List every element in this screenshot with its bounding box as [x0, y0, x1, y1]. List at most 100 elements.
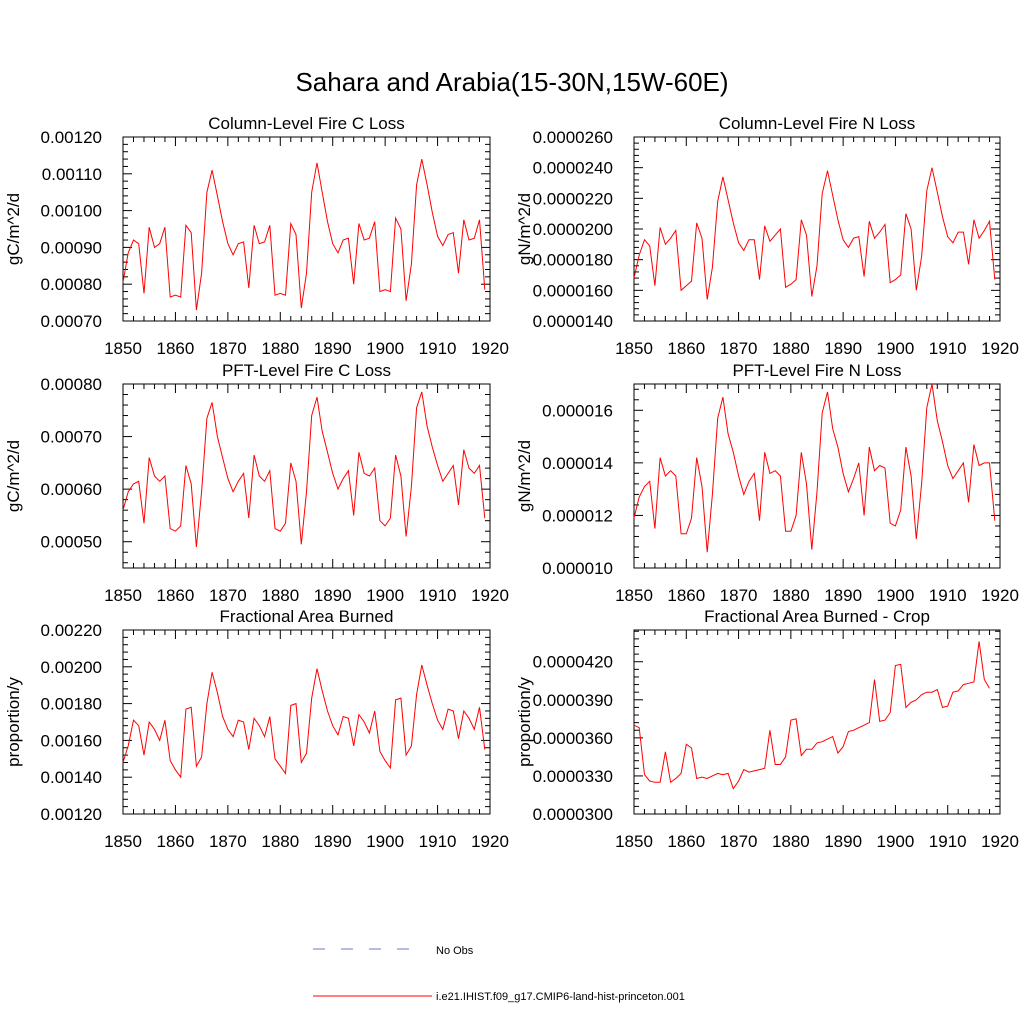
- legend-obs-label: No Obs: [436, 945, 474, 957]
- x-tick-label: 1860: [157, 586, 195, 605]
- y-tick-label: 0.0000330: [533, 767, 613, 786]
- x-tick-label: 1880: [772, 832, 810, 851]
- x-tick-label: 1900: [877, 832, 915, 851]
- x-tick-label: 1910: [419, 339, 457, 358]
- series-line: [633, 167, 996, 300]
- y-tick-label: 0.0000300: [533, 805, 613, 824]
- y-tick-label: 0.00110: [42, 165, 102, 184]
- y-tick-label: 0.0000420: [533, 653, 613, 672]
- x-tick-label: 1920: [471, 832, 509, 851]
- x-tick-label: 1890: [824, 339, 862, 358]
- x-tick-label: 1890: [314, 586, 352, 605]
- x-tick-label: 1850: [104, 586, 142, 605]
- panel-title: Fractional Area Burned - Crop: [704, 607, 930, 626]
- x-tick-label: 1850: [615, 339, 653, 358]
- x-tick-label: 1870: [209, 832, 247, 851]
- x-tick-label: 1920: [471, 586, 509, 605]
- panel-title: Column-Level Fire C Loss: [208, 114, 405, 133]
- panel-6: Fractional Area Burned - Crop proportion/…: [515, 607, 1019, 851]
- x-tick-label: 1860: [667, 832, 705, 851]
- x-tick-label: 1910: [929, 832, 967, 851]
- x-tick-label: 1910: [929, 586, 967, 605]
- plot-frame: [122, 629, 491, 815]
- y-tick-label: 0.00070: [41, 428, 102, 447]
- x-tick-label: 1900: [366, 339, 404, 358]
- y-tick-label: 0.00080: [41, 375, 102, 394]
- series-line: [122, 664, 486, 779]
- series-line: [633, 641, 990, 790]
- plot-frame: [633, 629, 1001, 815]
- panel-title: PFT-Level Fire C Loss: [222, 361, 391, 380]
- y-tick-label: 0.00090: [41, 238, 102, 257]
- y-tick-label: 0.00220: [41, 621, 102, 640]
- legend-model-label: i.e21.IHIST.f09_g17.CMIP6-land-hist-prin…: [436, 991, 685, 1003]
- x-tick-label: 1850: [615, 832, 653, 851]
- x-tick-label: 1890: [824, 586, 862, 605]
- x-tick-label: 1910: [929, 339, 967, 358]
- x-tick-label: 1920: [471, 339, 509, 358]
- x-tick-label: 1910: [419, 586, 457, 605]
- y-tick-label: 0.0000200: [533, 220, 613, 239]
- panel-3: PFT-Level Fire C Loss gC/m^2/d 1850 1860 187…: [4, 361, 509, 605]
- panel-2: Column-Level Fire N Loss gN/m^2/d 1850 1860…: [515, 114, 1019, 358]
- y-tick-label: 0.0000180: [533, 251, 613, 270]
- x-tick-label: 1880: [261, 339, 299, 358]
- y-tick-label: 0.00100: [41, 202, 102, 221]
- y-tick-label: 0.000010: [542, 559, 613, 578]
- x-tick-label: 1900: [877, 339, 915, 358]
- x-tick-label: 1910: [419, 832, 457, 851]
- y-tick-label: 0.000012: [542, 506, 613, 525]
- panel-title: Column-Level Fire N Loss: [719, 114, 916, 133]
- x-tick-label: 1900: [366, 586, 404, 605]
- y-tick-label: 0.0000160: [533, 281, 613, 300]
- x-tick-label: 1880: [261, 832, 299, 851]
- y-tick-label: 0.00120: [41, 805, 102, 824]
- plot-frame: [122, 383, 491, 569]
- x-tick-label: 1880: [772, 339, 810, 358]
- panels: Column-Level Fire C Loss gC/m^2/d 1850 1860…: [4, 114, 1019, 851]
- y-axis-label: proportion/y: [4, 677, 23, 767]
- y-axis-label: gN/m^2/d: [515, 193, 534, 265]
- plot-frame: [633, 136, 1001, 322]
- x-tick-label: 1880: [772, 586, 810, 605]
- panel-title: PFT-Level Fire N Loss: [732, 361, 901, 380]
- x-tick-label: 1900: [877, 586, 915, 605]
- y-tick-label: 0.00080: [41, 275, 102, 294]
- y-tick-label: 0.0000260: [533, 128, 613, 147]
- x-tick-label: 1860: [667, 339, 705, 358]
- y-tick-label: 0.000016: [542, 401, 613, 420]
- y-tick-label: 0.00120: [41, 128, 102, 147]
- y-axis-label: gC/m^2/d: [4, 193, 23, 265]
- y-tick-label: 0.00140: [41, 768, 102, 787]
- plot-frame: [122, 136, 491, 322]
- x-tick-label: 1890: [314, 832, 352, 851]
- x-tick-label: 1920: [981, 339, 1019, 358]
- panel-5: Fractional Area Burned proportion/y 1850 18…: [4, 607, 509, 851]
- y-tick-label: 0.000014: [542, 454, 613, 473]
- y-tick-label: 0.0000140: [533, 312, 613, 331]
- y-tick-label: 0.0000220: [533, 189, 613, 208]
- plot-frame: [633, 383, 1001, 569]
- y-axis-label: gN/m^2/d: [515, 440, 534, 512]
- series-line: [122, 391, 486, 548]
- x-tick-label: 1870: [209, 586, 247, 605]
- x-tick-label: 1870: [720, 339, 758, 358]
- series-line: [633, 383, 996, 553]
- x-tick-label: 1870: [209, 339, 247, 358]
- y-axis-label: gC/m^2/d: [4, 440, 23, 512]
- x-tick-label: 1850: [104, 832, 142, 851]
- y-axis-label: proportion/y: [515, 677, 534, 767]
- series-line: [122, 158, 486, 311]
- x-tick-label: 1860: [157, 832, 195, 851]
- x-tick-label: 1880: [261, 586, 299, 605]
- panel-4: PFT-Level Fire N Loss gN/m^2/d 1850 1860 187…: [515, 361, 1019, 605]
- x-tick-label: 1850: [104, 339, 142, 358]
- x-tick-label: 1870: [720, 586, 758, 605]
- y-tick-label: 0.0000360: [533, 729, 613, 748]
- y-tick-label: 0.0000390: [533, 691, 613, 710]
- figure-title: Sahara and Arabia(15-30N,15W-60E): [295, 67, 728, 97]
- x-tick-label: 1850: [615, 586, 653, 605]
- panel-title: Fractional Area Burned: [220, 607, 394, 626]
- panel-1: Column-Level Fire C Loss gC/m^2/d 1850 1860…: [4, 114, 509, 358]
